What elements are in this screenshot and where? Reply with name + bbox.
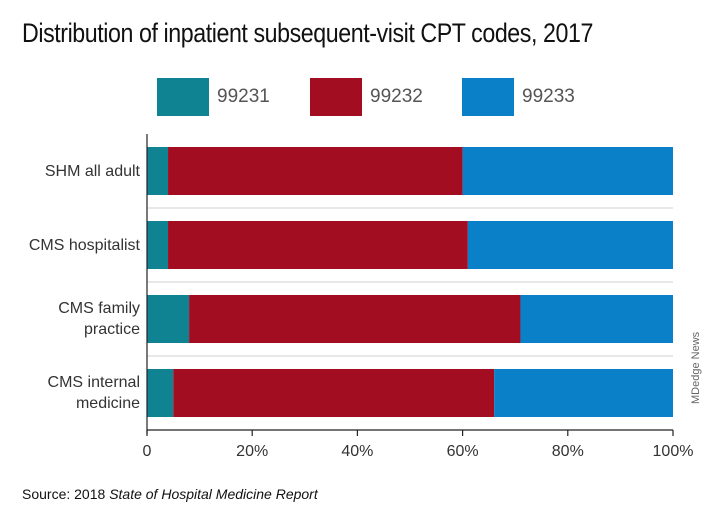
bar-99233-3 [494, 369, 673, 417]
legend-swatch-99233 [462, 78, 514, 116]
x-tick-label: 40% [341, 443, 373, 460]
x-tick-label: 100% [653, 443, 694, 460]
bar-99232-1 [168, 221, 468, 269]
x-tick-label: 60% [447, 443, 479, 460]
credit-text: MDedge News [690, 331, 702, 404]
category-label-line: CMS internal [47, 374, 140, 391]
category-label: CMS internal medicine [0, 372, 140, 414]
x-tick-label: 20% [236, 443, 268, 460]
category-label: SHM all adult [0, 161, 140, 182]
source-title: State of Hospital Medicine Report [109, 486, 318, 502]
bar-99231-2 [147, 295, 190, 343]
x-tick-label: 80% [552, 443, 584, 460]
legend-item-99233: 99233 [462, 78, 575, 116]
legend-item-99232: 99232 [310, 78, 423, 116]
source-note: Source: 2018 State of Hospital Medicine … [22, 486, 318, 502]
bar-99233-1 [467, 221, 673, 269]
legend-label-99231: 99231 [217, 86, 270, 107]
category-label: CMS family practice [0, 298, 140, 340]
legend-item-99231: 99231 [157, 78, 270, 116]
chart-title: Distribution of inpatient subsequent-vis… [22, 18, 593, 48]
bar-99232-0 [168, 147, 463, 195]
legend: 99231 99232 99233 [0, 0, 720, 130]
category-label-line: medicine [75, 395, 140, 412]
legend-swatch-99231 [157, 78, 209, 116]
bar-99233-0 [462, 147, 673, 195]
bar-99231-3 [147, 369, 174, 417]
category-label-line: CMS family [58, 300, 140, 317]
bar-99231-0 [147, 147, 169, 195]
source-year: 2018 [74, 486, 106, 502]
category-label-line: CMS hospitalist [28, 236, 140, 254]
x-tick-label: 0 [143, 443, 152, 460]
category-label-line: SHM all adult [44, 162, 140, 180]
bar-99231-1 [147, 221, 169, 269]
category-label: CMS hospitalist [0, 235, 140, 256]
legend-swatch-99232 [310, 78, 362, 116]
bar-99232-3 [173, 369, 495, 417]
source-label: Source: [22, 486, 71, 502]
category-label-line: practice [83, 321, 140, 338]
bar-99233-2 [520, 295, 673, 343]
legend-label-99233: 99233 [522, 86, 575, 107]
bar-99232-2 [189, 295, 521, 343]
legend-label-99232: 99232 [370, 86, 423, 107]
